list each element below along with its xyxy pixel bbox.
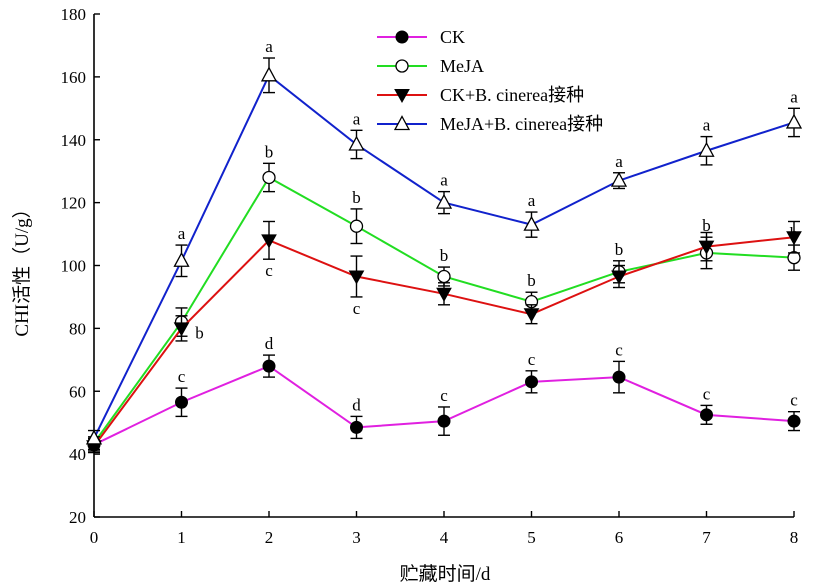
significance-label: a bbox=[353, 109, 361, 128]
data-point bbox=[786, 231, 802, 246]
legend-marker bbox=[393, 115, 411, 131]
legend-marker bbox=[395, 59, 409, 73]
y-tick-label: 160 bbox=[61, 68, 87, 87]
data-point bbox=[85, 429, 103, 445]
significance-label: b bbox=[440, 246, 449, 265]
data-point bbox=[787, 414, 801, 428]
significance-label: a bbox=[790, 87, 798, 106]
data-point bbox=[260, 66, 278, 82]
data-point bbox=[785, 113, 803, 129]
y-tick-label: 100 bbox=[61, 257, 87, 276]
data-point bbox=[523, 308, 540, 323]
significance-label: b bbox=[702, 216, 711, 235]
significance-label: d bbox=[265, 334, 274, 353]
y-tick-label: 20 bbox=[69, 508, 86, 527]
significance-label: c bbox=[615, 340, 623, 359]
y-tick-label: 140 bbox=[61, 131, 87, 150]
data-point bbox=[698, 240, 715, 255]
data-point bbox=[349, 219, 364, 233]
significance-label: a bbox=[440, 171, 448, 190]
significance-label: b bbox=[265, 142, 274, 161]
significance-label: c bbox=[440, 386, 448, 405]
y-tick-label: 80 bbox=[69, 319, 86, 338]
legend-label: CK+B. cinerea接种 bbox=[440, 85, 584, 105]
significance-label: c bbox=[528, 350, 536, 369]
data-point bbox=[262, 359, 276, 373]
data-point bbox=[262, 170, 276, 185]
legend-label: CK bbox=[440, 27, 465, 47]
series-layer: cddcccccbbbbbbbbccaaaaaaaa bbox=[85, 37, 803, 455]
x-tick-label: 5 bbox=[527, 528, 536, 547]
y-tick-label: 120 bbox=[61, 194, 87, 213]
y-axis-label: CHI活性（U/g） bbox=[11, 199, 33, 336]
x-tick-label: 0 bbox=[90, 528, 99, 547]
significance-label: b bbox=[527, 271, 536, 290]
legend-item-3: MeJA+B. cinerea接种 bbox=[377, 114, 603, 134]
significance-label: d bbox=[352, 395, 361, 414]
data-point bbox=[437, 414, 451, 428]
data-point bbox=[435, 193, 453, 209]
x-axis-label: 贮藏时间/d bbox=[400, 563, 491, 585]
data-point bbox=[437, 269, 451, 284]
series-3: a a a a a a a a bbox=[85, 37, 803, 447]
legend-marker bbox=[395, 30, 409, 44]
significance-label: b bbox=[195, 323, 204, 342]
y-tick-label: 60 bbox=[69, 382, 86, 401]
significance-label: a bbox=[528, 191, 536, 210]
x-tick-label: 8 bbox=[790, 528, 799, 547]
legend-label: MeJA+B. cinerea接种 bbox=[440, 114, 603, 134]
significance-label: c bbox=[265, 261, 273, 280]
x-tick-label: 7 bbox=[702, 528, 711, 547]
series-1: b b b b b b b bbox=[87, 142, 801, 451]
significance-label: a bbox=[265, 37, 273, 56]
significance-label: a bbox=[615, 152, 623, 171]
x-tick-label: 6 bbox=[615, 528, 624, 547]
x-tick-label: 3 bbox=[352, 528, 361, 547]
data-point bbox=[523, 215, 540, 231]
data-point bbox=[261, 234, 277, 249]
x-tick-label: 4 bbox=[440, 528, 449, 547]
data-point bbox=[348, 135, 365, 151]
significance-label: a bbox=[703, 116, 711, 135]
data-point bbox=[175, 395, 188, 409]
significance-label: c bbox=[178, 367, 186, 386]
data-point bbox=[525, 375, 538, 389]
data-point bbox=[700, 408, 713, 422]
legend-marker bbox=[394, 89, 410, 104]
legend-item-0: CK bbox=[377, 27, 465, 47]
y-tick-label: 180 bbox=[61, 5, 87, 24]
data-point bbox=[173, 251, 190, 267]
data-point bbox=[436, 287, 452, 302]
significance-label: c bbox=[353, 299, 361, 318]
significance-label: a bbox=[178, 224, 186, 243]
significance-label: b bbox=[615, 240, 624, 259]
series-0: c d d c c c c c bbox=[87, 334, 801, 452]
legend-item-2: CK+B. cinerea接种 bbox=[377, 85, 584, 105]
significance-label: b bbox=[352, 188, 361, 207]
data-point bbox=[348, 270, 365, 285]
axes: 0 1 2 3 4 5 6 7 8 20 40 60 80 100 120 140 160 180 bbox=[61, 5, 799, 547]
x-tick-label: 1 bbox=[177, 528, 186, 547]
legend-label: MeJA bbox=[440, 56, 484, 76]
y-tick-label: 40 bbox=[69, 445, 86, 464]
data-point bbox=[611, 270, 627, 285]
data-point bbox=[612, 370, 626, 384]
data-point bbox=[350, 420, 363, 434]
significance-label: c bbox=[790, 391, 798, 410]
x-tick-label: 2 bbox=[265, 528, 274, 547]
data-point bbox=[173, 322, 190, 337]
significance-label: c bbox=[703, 384, 711, 403]
data-point bbox=[610, 171, 628, 187]
legend: CK MeJA CK+B. cinerea接种 MeJA+B. cinerea接种 bbox=[377, 27, 603, 134]
legend-item-1: MeJA bbox=[377, 56, 484, 76]
data-point bbox=[698, 141, 715, 157]
